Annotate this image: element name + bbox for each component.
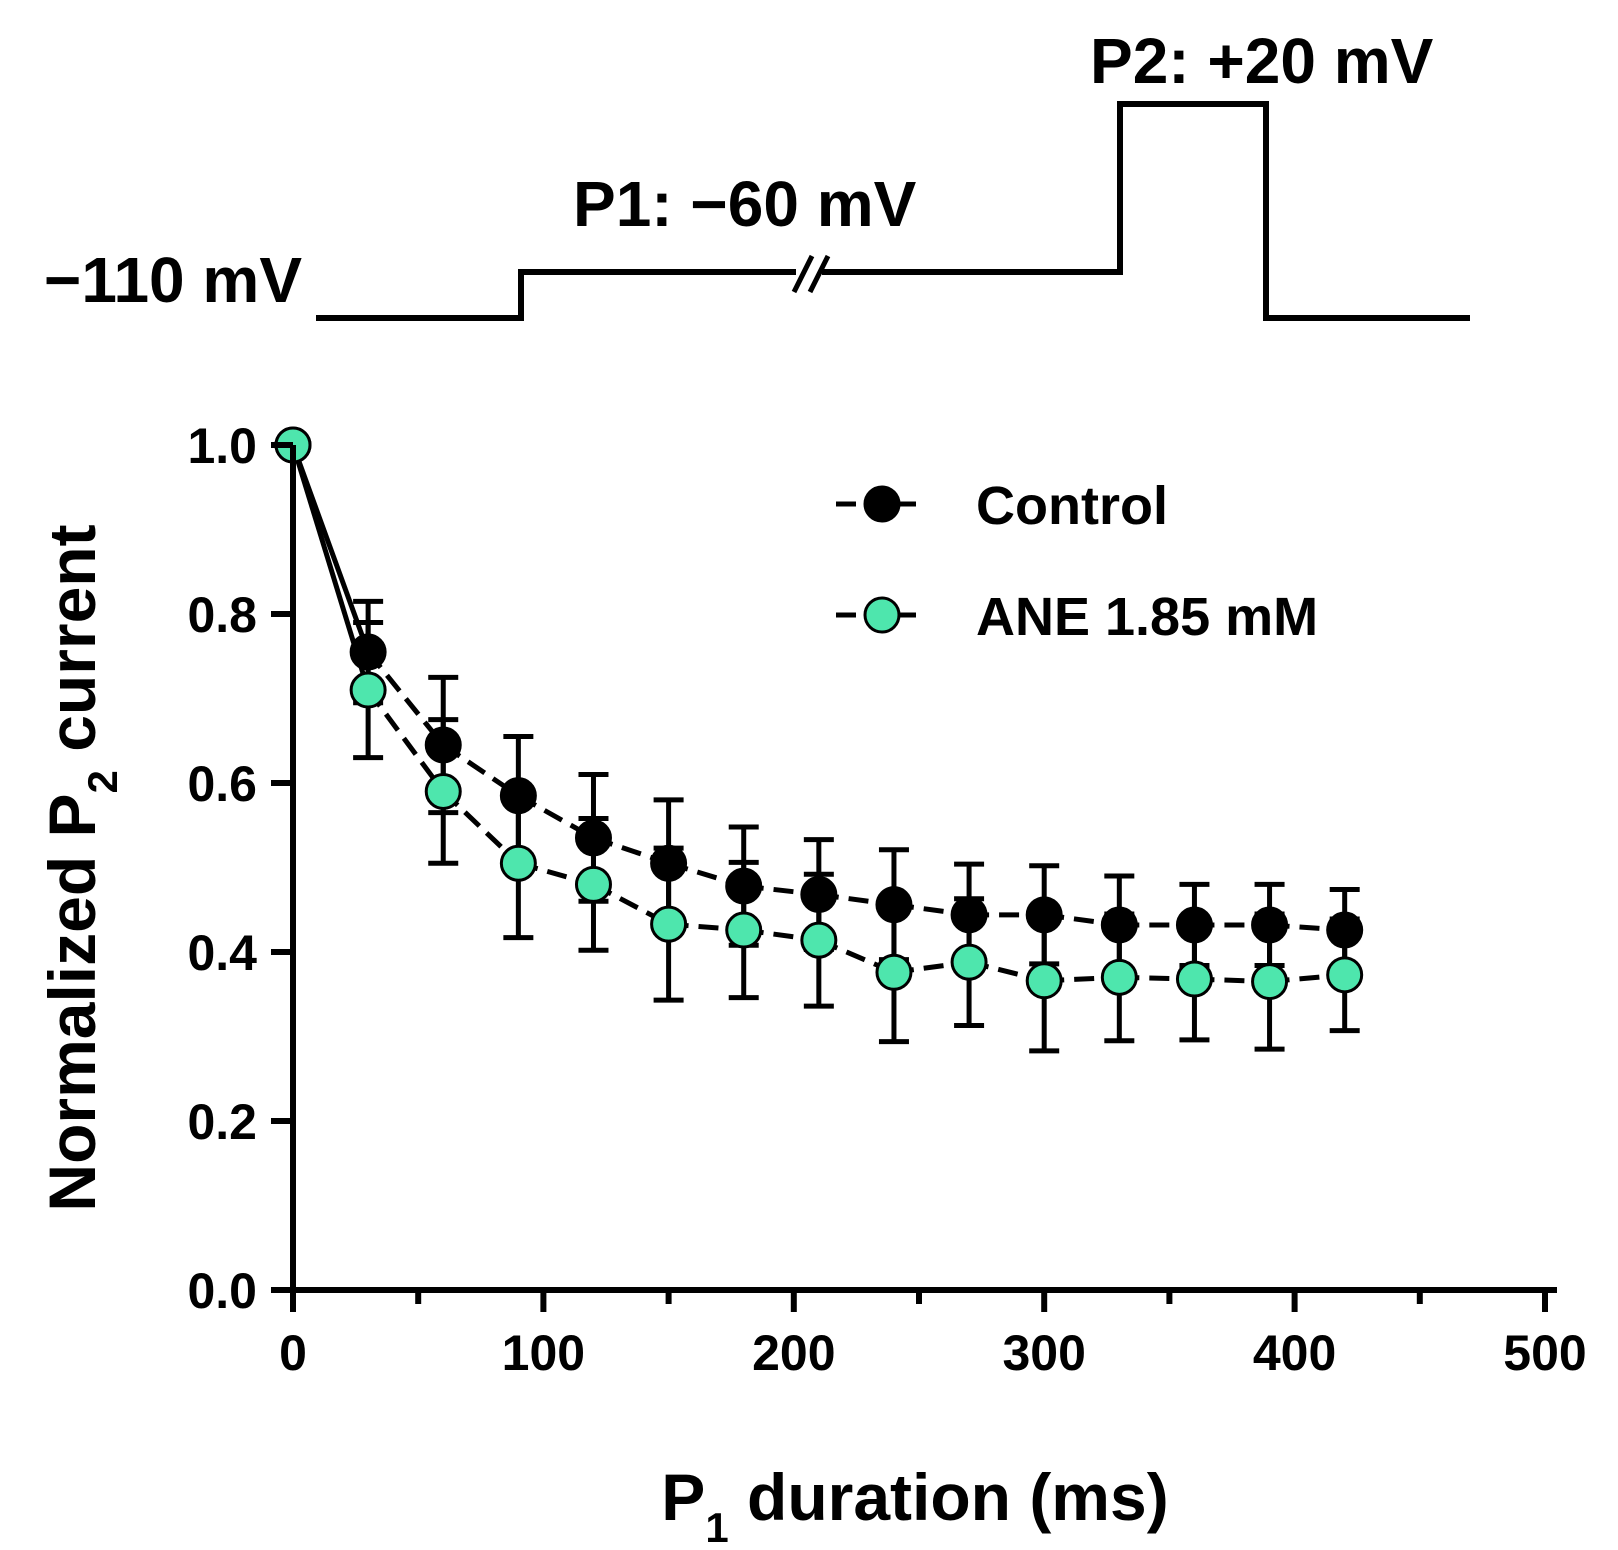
x-ticks: 0 100 200 300 400 500 — [279, 1290, 1587, 1381]
data-point-control — [1025, 896, 1063, 934]
data-point-ane-1-85-mm — [875, 953, 913, 991]
data-point-ane-1-85-mm — [349, 671, 387, 709]
data-point-control — [574, 819, 612, 857]
holding-potential-label: −110 mV — [44, 244, 302, 316]
data-point-ane-1-85-mm — [424, 772, 462, 810]
x-tick-label: 200 — [752, 1325, 835, 1381]
protocol-trace-left — [316, 269, 796, 321]
x-tick-label: 0 — [279, 1325, 307, 1381]
data-point-ane-1-85-mm — [1175, 960, 1213, 998]
y-tick-label: 0.4 — [187, 925, 257, 981]
data-point-control — [725, 867, 763, 905]
legend-control-label: Control — [976, 476, 1168, 536]
data-point-ane-1-85-mm — [1251, 963, 1289, 1001]
x-tick-label: 300 — [1002, 1325, 1085, 1381]
chart: 0.0 0.2 0.4 0.6 0.8 1.0 0 100 200 300 400 500 P1 d… — [35, 418, 1587, 1550]
data-point-ane-1-85-mm — [950, 943, 988, 981]
data-point-ane-1-85-mm — [725, 911, 763, 949]
data-point-ane-1-85-mm — [650, 905, 688, 943]
p2-step-label: P2: +20 mV — [1090, 25, 1434, 97]
voltage-protocol: −110 mV P1: −60 mV P2: +20 mV — [44, 25, 1470, 321]
y-axis-title: Normalized P2 current — [35, 524, 126, 1211]
data-point-control — [1251, 906, 1289, 944]
axes: 0.0 0.2 0.4 0.6 0.8 1.0 0 100 200 300 400 500 — [187, 418, 1586, 1381]
y-tick-label: 0.0 — [187, 1263, 257, 1319]
y-tick-label: 0.8 — [187, 587, 257, 643]
data-point-control — [1100, 906, 1138, 944]
data-point-control — [950, 896, 988, 934]
p1-step-label: P1: −60 mV — [573, 168, 917, 240]
data-point-control — [349, 633, 387, 671]
data-points — [274, 426, 1364, 1001]
data-point-ane-1-85-mm — [574, 865, 612, 903]
data-point-ane-1-85-mm — [800, 921, 838, 959]
x-tick-label: 100 — [502, 1325, 585, 1381]
y-tick-label: 1.0 — [187, 418, 257, 474]
axis-break-mark-1 — [791, 254, 815, 294]
data-point-ane-1-85-mm — [499, 844, 537, 882]
legend-ane-label: ANE 1.85 mM — [976, 587, 1318, 647]
data-point-control — [424, 726, 462, 764]
x-tick-label: 500 — [1503, 1325, 1586, 1381]
protocol-trace-right — [822, 101, 1470, 321]
data-point-control — [499, 777, 537, 815]
y-tick-label: 0.6 — [187, 756, 257, 812]
x-tick-label: 400 — [1253, 1325, 1336, 1381]
data-point-control — [800, 876, 838, 914]
data-point-ane-1-85-mm — [1025, 962, 1063, 1000]
legend-ane-marker — [863, 596, 901, 634]
x-axis-title: P1 duration (ms) — [661, 1460, 1168, 1550]
axis-break-mark-2 — [807, 254, 831, 294]
data-point-ane-1-85-mm — [1326, 956, 1364, 994]
data-point-control — [650, 844, 688, 882]
y-ticks: 0.0 0.2 0.4 0.6 0.8 1.0 — [187, 418, 293, 1319]
data-point-control — [1175, 906, 1213, 944]
data-point-ane-1-85-mm — [1100, 958, 1138, 996]
data-point-control — [1326, 911, 1364, 949]
series-ane-1-85-mm-segment — [366, 688, 446, 793]
legend: Control ANE 1.85 mM — [836, 476, 1318, 647]
y-tick-label: 0.2 — [187, 1094, 257, 1150]
series-control-segment — [366, 650, 446, 747]
legend-control-marker — [863, 485, 901, 523]
data-point-control — [875, 886, 913, 924]
